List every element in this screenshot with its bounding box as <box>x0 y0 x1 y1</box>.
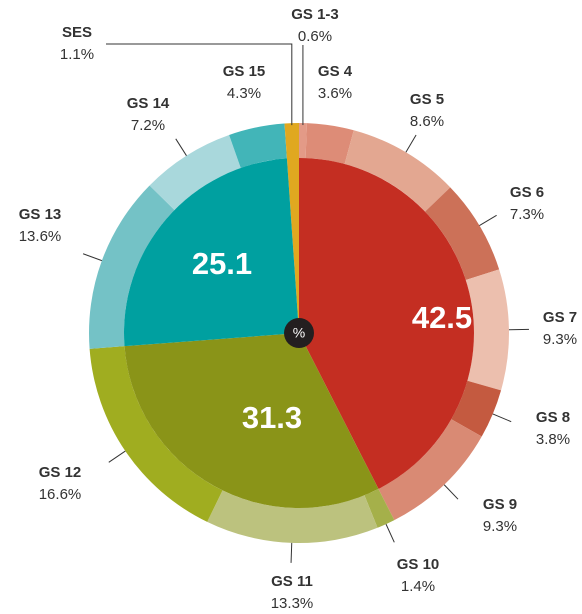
segment-name: GS 14 <box>127 95 170 112</box>
leader-line <box>492 413 512 423</box>
leader-line <box>443 484 459 500</box>
leader-line <box>405 134 417 153</box>
inner-label: 31.3 <box>242 400 302 435</box>
segment-value: 8.6% <box>410 113 444 130</box>
segment-name: GS 8 <box>536 409 570 426</box>
outer-segment <box>89 185 175 349</box>
inner-segment <box>124 158 299 347</box>
segment-value: 9.3% <box>543 331 577 348</box>
segment-name: GS 10 <box>397 556 440 573</box>
segment-name: GS 6 <box>510 184 544 201</box>
segment-name: GS 1-3 <box>291 6 339 23</box>
outer-segment <box>305 123 354 165</box>
outer-segment <box>451 380 502 437</box>
segment-value: 13.3% <box>271 595 314 612</box>
leader-line <box>290 542 293 563</box>
inner-label: 25.1 <box>192 246 252 281</box>
leader-line <box>479 214 497 226</box>
outer-segment <box>149 134 241 211</box>
leader-line <box>175 138 187 156</box>
outer-segment <box>378 419 482 521</box>
segment-name: GS 7 <box>543 309 577 326</box>
leader-line <box>82 253 103 262</box>
outer-segment <box>299 123 307 159</box>
segment-value: 13.6% <box>19 228 62 245</box>
segment-value: 3.6% <box>318 85 352 102</box>
segment-value: 9.3% <box>483 518 517 535</box>
segment-value: 7.3% <box>510 206 544 223</box>
segment-name: SES <box>62 24 92 41</box>
segment-value: 16.6% <box>39 486 82 503</box>
inner-segment <box>299 158 475 489</box>
segment-name: GS 13 <box>19 206 62 223</box>
segment-value: 3.8% <box>536 431 570 448</box>
outer-segment <box>284 123 299 333</box>
segment-name: GS 5 <box>410 91 444 108</box>
outer-segment <box>207 490 378 543</box>
segment-value: 7.2% <box>131 117 165 134</box>
segment-value: 1.4% <box>401 578 435 595</box>
outer-segment <box>425 187 500 280</box>
center-dot <box>284 318 314 348</box>
leader-line <box>108 450 126 463</box>
leader-line <box>106 43 293 126</box>
outer-segment <box>465 269 510 391</box>
inner-segment <box>124 333 379 508</box>
segment-name: GS 11 <box>271 573 313 590</box>
segment-name: GS 9 <box>483 496 517 513</box>
segment-name: GS 12 <box>39 464 82 481</box>
segment-value: 0.6% <box>298 28 332 45</box>
outer-segment <box>344 130 451 212</box>
center-label: % <box>293 325 305 341</box>
leader-line <box>385 523 395 543</box>
segment-name: GS 4 <box>318 63 353 80</box>
inner-label: 42.5 <box>412 300 472 335</box>
segment-value: 4.3% <box>227 85 261 102</box>
segment-name: GS 15 <box>223 63 266 80</box>
outer-segment <box>89 346 223 522</box>
outer-segment <box>364 488 395 528</box>
outer-segment <box>229 123 287 168</box>
segment-value: 1.1% <box>60 46 94 63</box>
